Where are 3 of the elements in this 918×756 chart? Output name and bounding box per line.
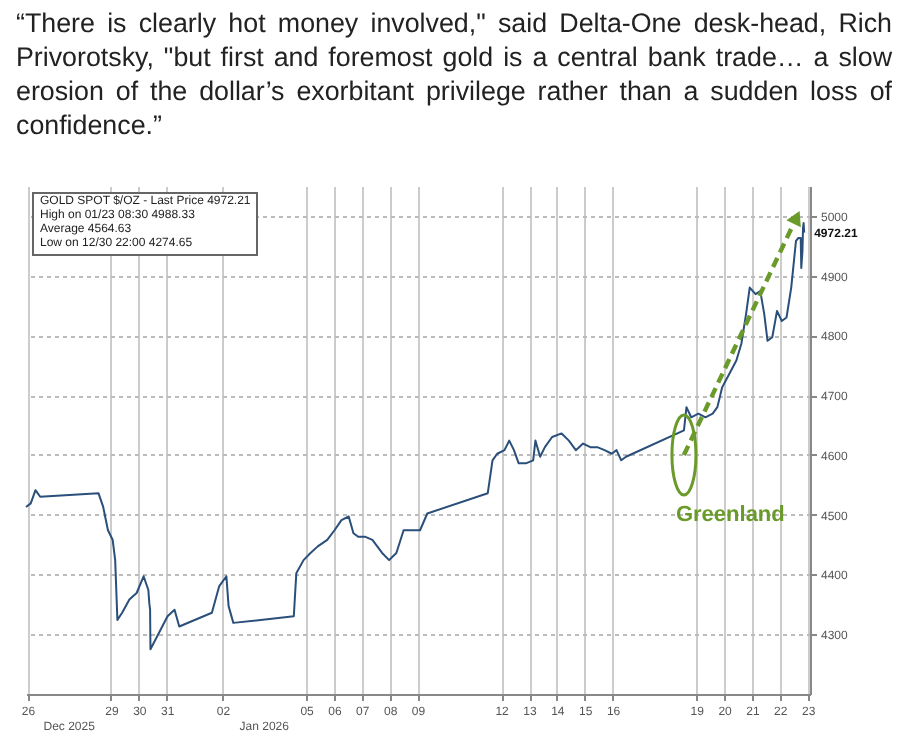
chart-title: “There is clearly hot money involved," said Delta-One desk-head, Rich Privorotsky, "but first and foremost gold is a central bank trade… a slow erosion of the dollar’s exorbitant privilege rather than a sudden loss of confidence.” [16, 6, 892, 142]
line-series [25, 222, 806, 651]
annotation: Greenland [675, 502, 785, 527]
